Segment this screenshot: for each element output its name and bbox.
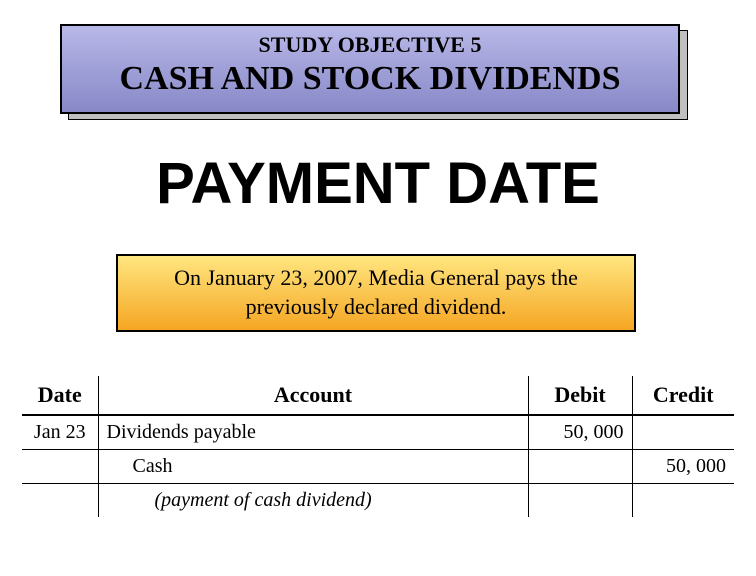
cell-debit: 50, 000 bbox=[528, 415, 632, 450]
cell-account: (payment of cash dividend) bbox=[98, 484, 528, 518]
table-row: Jan 23 Dividends payable 50, 000 bbox=[22, 415, 734, 450]
cell-account: Dividends payable bbox=[98, 415, 528, 450]
description-box: On January 23, 2007, Media General pays … bbox=[116, 254, 636, 332]
table-row: (payment of cash dividend) bbox=[22, 484, 734, 518]
header-large-title: CASH AND STOCK DIVIDENDS bbox=[62, 60, 678, 98]
cell-credit bbox=[632, 484, 734, 518]
cell-date bbox=[22, 450, 98, 484]
col-header-account: Account bbox=[98, 376, 528, 415]
journal-entry-table: Date Account Debit Credit Jan 23 Dividen… bbox=[22, 376, 734, 517]
col-header-credit: Credit bbox=[632, 376, 734, 415]
cell-credit: 50, 000 bbox=[632, 450, 734, 484]
table-row: Cash 50, 000 bbox=[22, 450, 734, 484]
cell-date bbox=[22, 484, 98, 518]
header-small-title: STUDY OBJECTIVE 5 bbox=[62, 32, 678, 58]
cell-account: Cash bbox=[98, 450, 528, 484]
cell-credit bbox=[632, 415, 734, 450]
cell-debit bbox=[528, 450, 632, 484]
cell-debit bbox=[528, 484, 632, 518]
cell-date: Jan 23 bbox=[22, 415, 98, 450]
col-header-debit: Debit bbox=[528, 376, 632, 415]
header-box: STUDY OBJECTIVE 5 CASH AND STOCK DIVIDEN… bbox=[60, 24, 680, 114]
description-text: On January 23, 2007, Media General pays … bbox=[138, 264, 614, 321]
page-title: PAYMENT DATE bbox=[0, 150, 756, 217]
table-header-row: Date Account Debit Credit bbox=[22, 376, 734, 415]
col-header-date: Date bbox=[22, 376, 98, 415]
